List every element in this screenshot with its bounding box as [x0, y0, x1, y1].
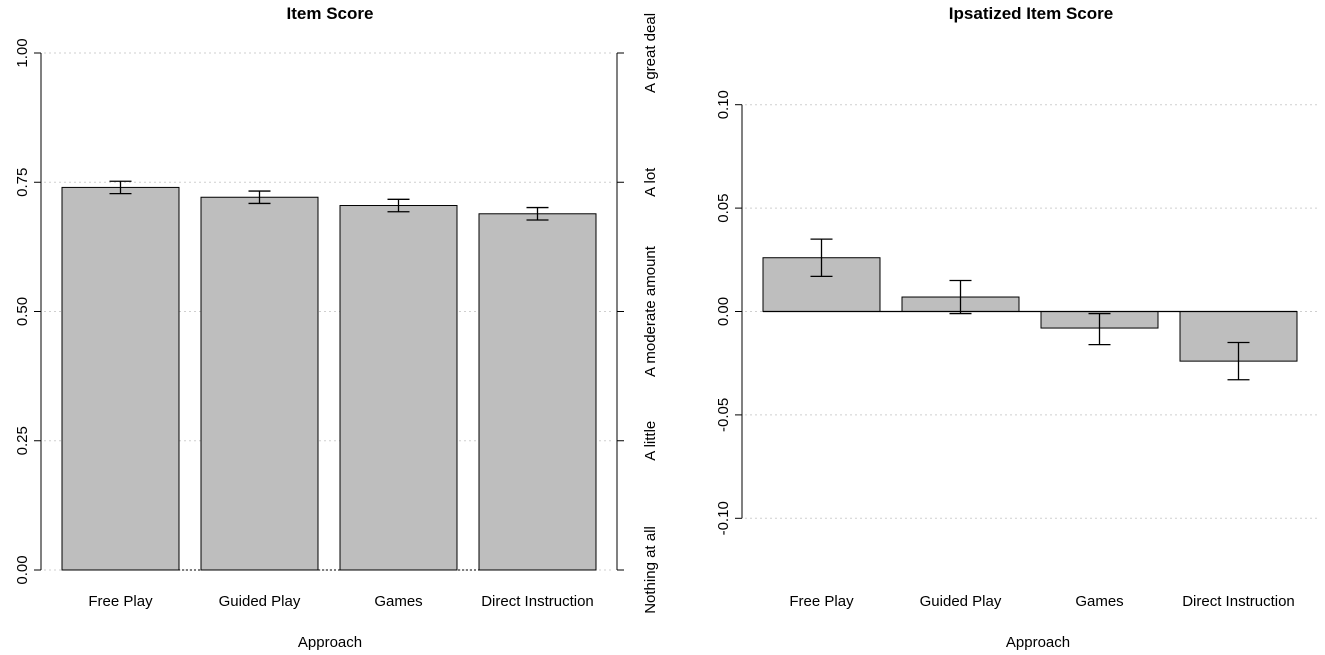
- ipsatized-item-score-chart: Ipsatized Item Score Free Play Guided Pla…: [715, 4, 1320, 651]
- chart-title: Ipsatized Item Score: [949, 4, 1113, 23]
- x-tick-label: Direct Instruction: [481, 593, 594, 610]
- y-tick-label: 1.00: [14, 38, 31, 67]
- x-tick-label: Direct Instruction: [1182, 593, 1295, 610]
- y-tick-label: 0.50: [14, 297, 31, 326]
- axes: -0.10 -0.05 0.00 0.05 0.10: [715, 90, 743, 535]
- right-axis-label: A great deal: [642, 13, 659, 93]
- right-axis-label: A little: [642, 421, 659, 461]
- axes: 0.00 0.25 0.50 0.75 1.00 Nothing at all A litt…: [14, 13, 659, 614]
- y-tick-label: 0.00: [14, 555, 31, 584]
- y-tick-label: 0.05: [715, 193, 732, 222]
- x-tick-label: Free Play: [88, 593, 153, 610]
- x-tick-label: Guided Play: [920, 593, 1002, 610]
- y-tick-label: 0.10: [715, 90, 732, 119]
- x-axis-title: Approach: [298, 634, 362, 651]
- bars: Free Play Guided Play Games Direct Instruct…: [762, 238, 1298, 610]
- x-tick-label: Free Play: [789, 593, 854, 610]
- y-tick-label: 0.00: [715, 297, 732, 326]
- y-tick-label: 0.75: [14, 168, 31, 197]
- x-axis-title: Approach: [1006, 634, 1070, 651]
- x-tick-label: Guided Play: [219, 593, 301, 610]
- right-axis-label: A moderate amount: [642, 245, 659, 377]
- right-axis-label: A lot: [642, 167, 659, 197]
- bar: [61, 186, 180, 571]
- item-score-chart: Item Score Free Play Guided Play Games Dire…: [14, 4, 659, 651]
- x-tick-label: Games: [374, 593, 422, 610]
- right-axis-label: Nothing at all: [642, 526, 659, 614]
- y-tick-label: -0.10: [715, 501, 732, 535]
- bar: [339, 205, 458, 571]
- x-tick-label: Games: [1075, 593, 1123, 610]
- y-tick-label: 0.25: [14, 426, 31, 455]
- bar: [478, 213, 597, 571]
- bars: Free Play Guided Play Games Direct Instruct…: [61, 180, 597, 610]
- y-tick-label: -0.05: [715, 398, 732, 432]
- bar: [200, 196, 319, 571]
- chart-title: Item Score: [287, 4, 374, 23]
